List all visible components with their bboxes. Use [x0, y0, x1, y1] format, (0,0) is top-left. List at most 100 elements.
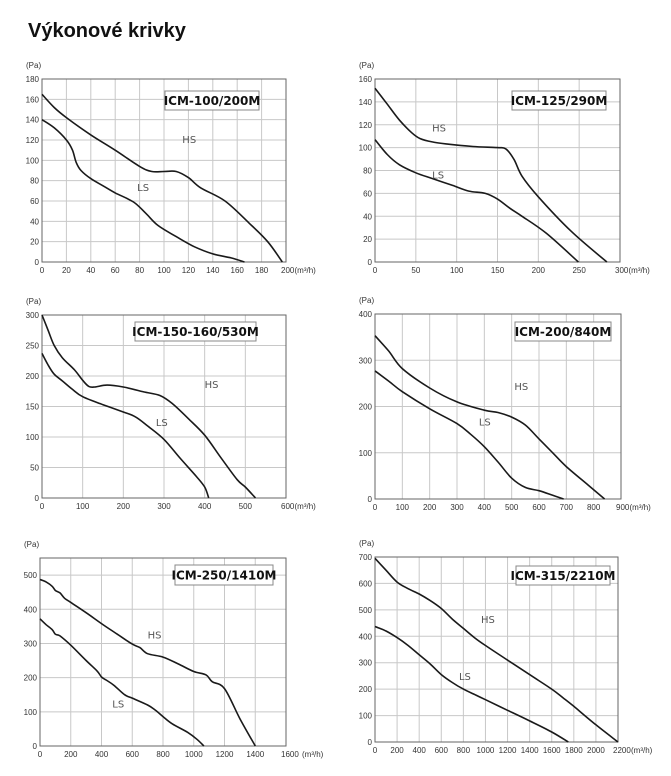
x-tick-label: 50 — [411, 266, 420, 275]
y-tick-label: 0 — [368, 738, 373, 747]
y-tick-label: 100 — [26, 433, 40, 442]
x-tick-label: 100 — [76, 502, 90, 511]
x-axis-unit: (m³/h) — [295, 502, 317, 511]
x-tick-label: 500 — [505, 503, 519, 512]
y-tick-label: 500 — [24, 571, 38, 580]
curve-ls — [374, 139, 579, 263]
plot-frame — [41, 78, 287, 263]
model-label-box — [511, 90, 607, 111]
y-tick-label: 40 — [363, 212, 372, 221]
curve-label-hs: HS — [514, 382, 528, 393]
model-label-box — [514, 321, 612, 342]
x-tick-label: 200 — [281, 266, 295, 275]
x-tick-label: 180 — [255, 266, 269, 275]
model-label-box — [174, 564, 274, 586]
chart-3: 0 50 100 150 200 250 300 0 100 200 300 400 500 600 (m³… — [26, 297, 317, 511]
x-tick-label: 0 — [38, 750, 43, 759]
curve-ls — [374, 370, 564, 500]
x-tick-label: 1000 — [185, 750, 203, 759]
x-tick-label: 120 — [182, 266, 196, 275]
x-tick-label: 100 — [396, 503, 410, 512]
curve-label-hs: HS — [148, 630, 162, 641]
x-axis-unit: (m³/h) — [295, 266, 317, 275]
y-tick-label: 400 — [359, 310, 373, 319]
x-tick-label: 600 — [435, 746, 449, 755]
y-tick-label: 250 — [26, 342, 40, 351]
x-tick-label: 1600 — [281, 750, 299, 759]
y-tick-label: 300 — [24, 639, 38, 648]
x-tick-label: 600 — [281, 502, 295, 511]
x-axis-unit: (m³/h) — [631, 746, 653, 755]
y-tick-label: 150 — [26, 403, 40, 412]
y-tick-label: 100 — [359, 449, 373, 458]
x-tick-label: 700 — [560, 503, 574, 512]
x-axis-unit: (m³/h) — [629, 266, 651, 275]
y-tick-label: 120 — [26, 136, 40, 145]
x-tick-label: 1400 — [246, 750, 264, 759]
y-tick-label: 40 — [30, 217, 39, 226]
model-label-box — [164, 90, 260, 111]
x-tick-label: 300 — [157, 502, 171, 511]
chart-4: 0 100 200 300 400 0 100 200 300 400 500 600 700 800 90… — [359, 296, 652, 512]
y-tick-label: 200 — [26, 372, 40, 381]
y-tick-label: 300 — [359, 659, 373, 668]
plot-frame — [41, 314, 287, 499]
y-tick-label: 500 — [359, 606, 373, 615]
curve-ls — [39, 618, 205, 747]
x-tick-label: 1400 — [521, 746, 539, 755]
y-tick-label: 0 — [368, 258, 373, 267]
plot-frame — [374, 78, 621, 263]
x-tick-label: 40 — [86, 266, 95, 275]
x-tick-label: 600 — [532, 503, 546, 512]
y-axis-unit: (Pa) — [359, 296, 374, 305]
x-tick-label: 1200 — [499, 746, 517, 755]
y-tick-label: 20 — [30, 238, 39, 247]
plot-frame — [374, 313, 622, 500]
x-tick-label: 0 — [40, 502, 45, 511]
curve-hs — [41, 314, 257, 499]
x-tick-label: 900 — [616, 503, 630, 512]
x-tick-label: 300 — [615, 266, 629, 275]
plot-frame — [39, 557, 287, 747]
y-tick-label: 300 — [26, 311, 40, 320]
y-tick-label: 400 — [359, 632, 373, 641]
x-tick-label: 1800 — [565, 746, 583, 755]
y-axis-unit: (Pa) — [24, 540, 39, 549]
y-axis-unit: (Pa) — [26, 61, 41, 70]
chart-1: 0 20 40 60 80 100 120 140 160 180 0 20 40 60 80 100 120 1… — [26, 61, 317, 275]
x-axis-unit: (m³/h) — [302, 750, 324, 759]
y-tick-label: 120 — [359, 121, 373, 130]
x-tick-label: 100 — [450, 266, 464, 275]
x-tick-label: 400 — [198, 502, 212, 511]
x-tick-label: 20 — [62, 266, 71, 275]
chart-title: ICM-200/840M — [515, 325, 612, 339]
chart-title: ICM-250/1410M — [172, 569, 277, 583]
curve-ls — [374, 625, 569, 743]
x-tick-label: 300 — [450, 503, 464, 512]
y-tick-label: 100 — [24, 708, 38, 717]
x-tick-label: 100 — [157, 266, 171, 275]
y-tick-label: 0 — [368, 495, 373, 504]
x-tick-label: 2200 — [613, 746, 631, 755]
x-tick-label: 60 — [111, 266, 120, 275]
x-tick-label: 400 — [95, 750, 109, 759]
x-tick-label: 400 — [413, 746, 427, 755]
x-tick-label: 200 — [390, 746, 404, 755]
curve-label-ls: LS — [459, 672, 471, 683]
y-tick-label: 300 — [359, 356, 373, 365]
y-tick-label: 0 — [35, 258, 40, 267]
x-tick-label: 400 — [478, 503, 492, 512]
curve-hs — [374, 335, 606, 500]
curve-hs — [41, 93, 283, 263]
y-tick-label: 200 — [24, 674, 38, 683]
y-axis-unit: (Pa) — [26, 297, 41, 306]
y-tick-label: 160 — [359, 75, 373, 84]
curve-label-ls: LS — [432, 171, 444, 182]
x-tick-label: 600 — [126, 750, 140, 759]
x-tick-label: 200 — [532, 266, 546, 275]
curve-label-hs: HS — [432, 124, 446, 135]
chart-5: 0 100 200 300 400 500 0 200 400 600 800 1000 1200 140… — [24, 540, 324, 759]
y-tick-label: 140 — [359, 98, 373, 107]
curve-label-ls: LS — [137, 183, 149, 194]
